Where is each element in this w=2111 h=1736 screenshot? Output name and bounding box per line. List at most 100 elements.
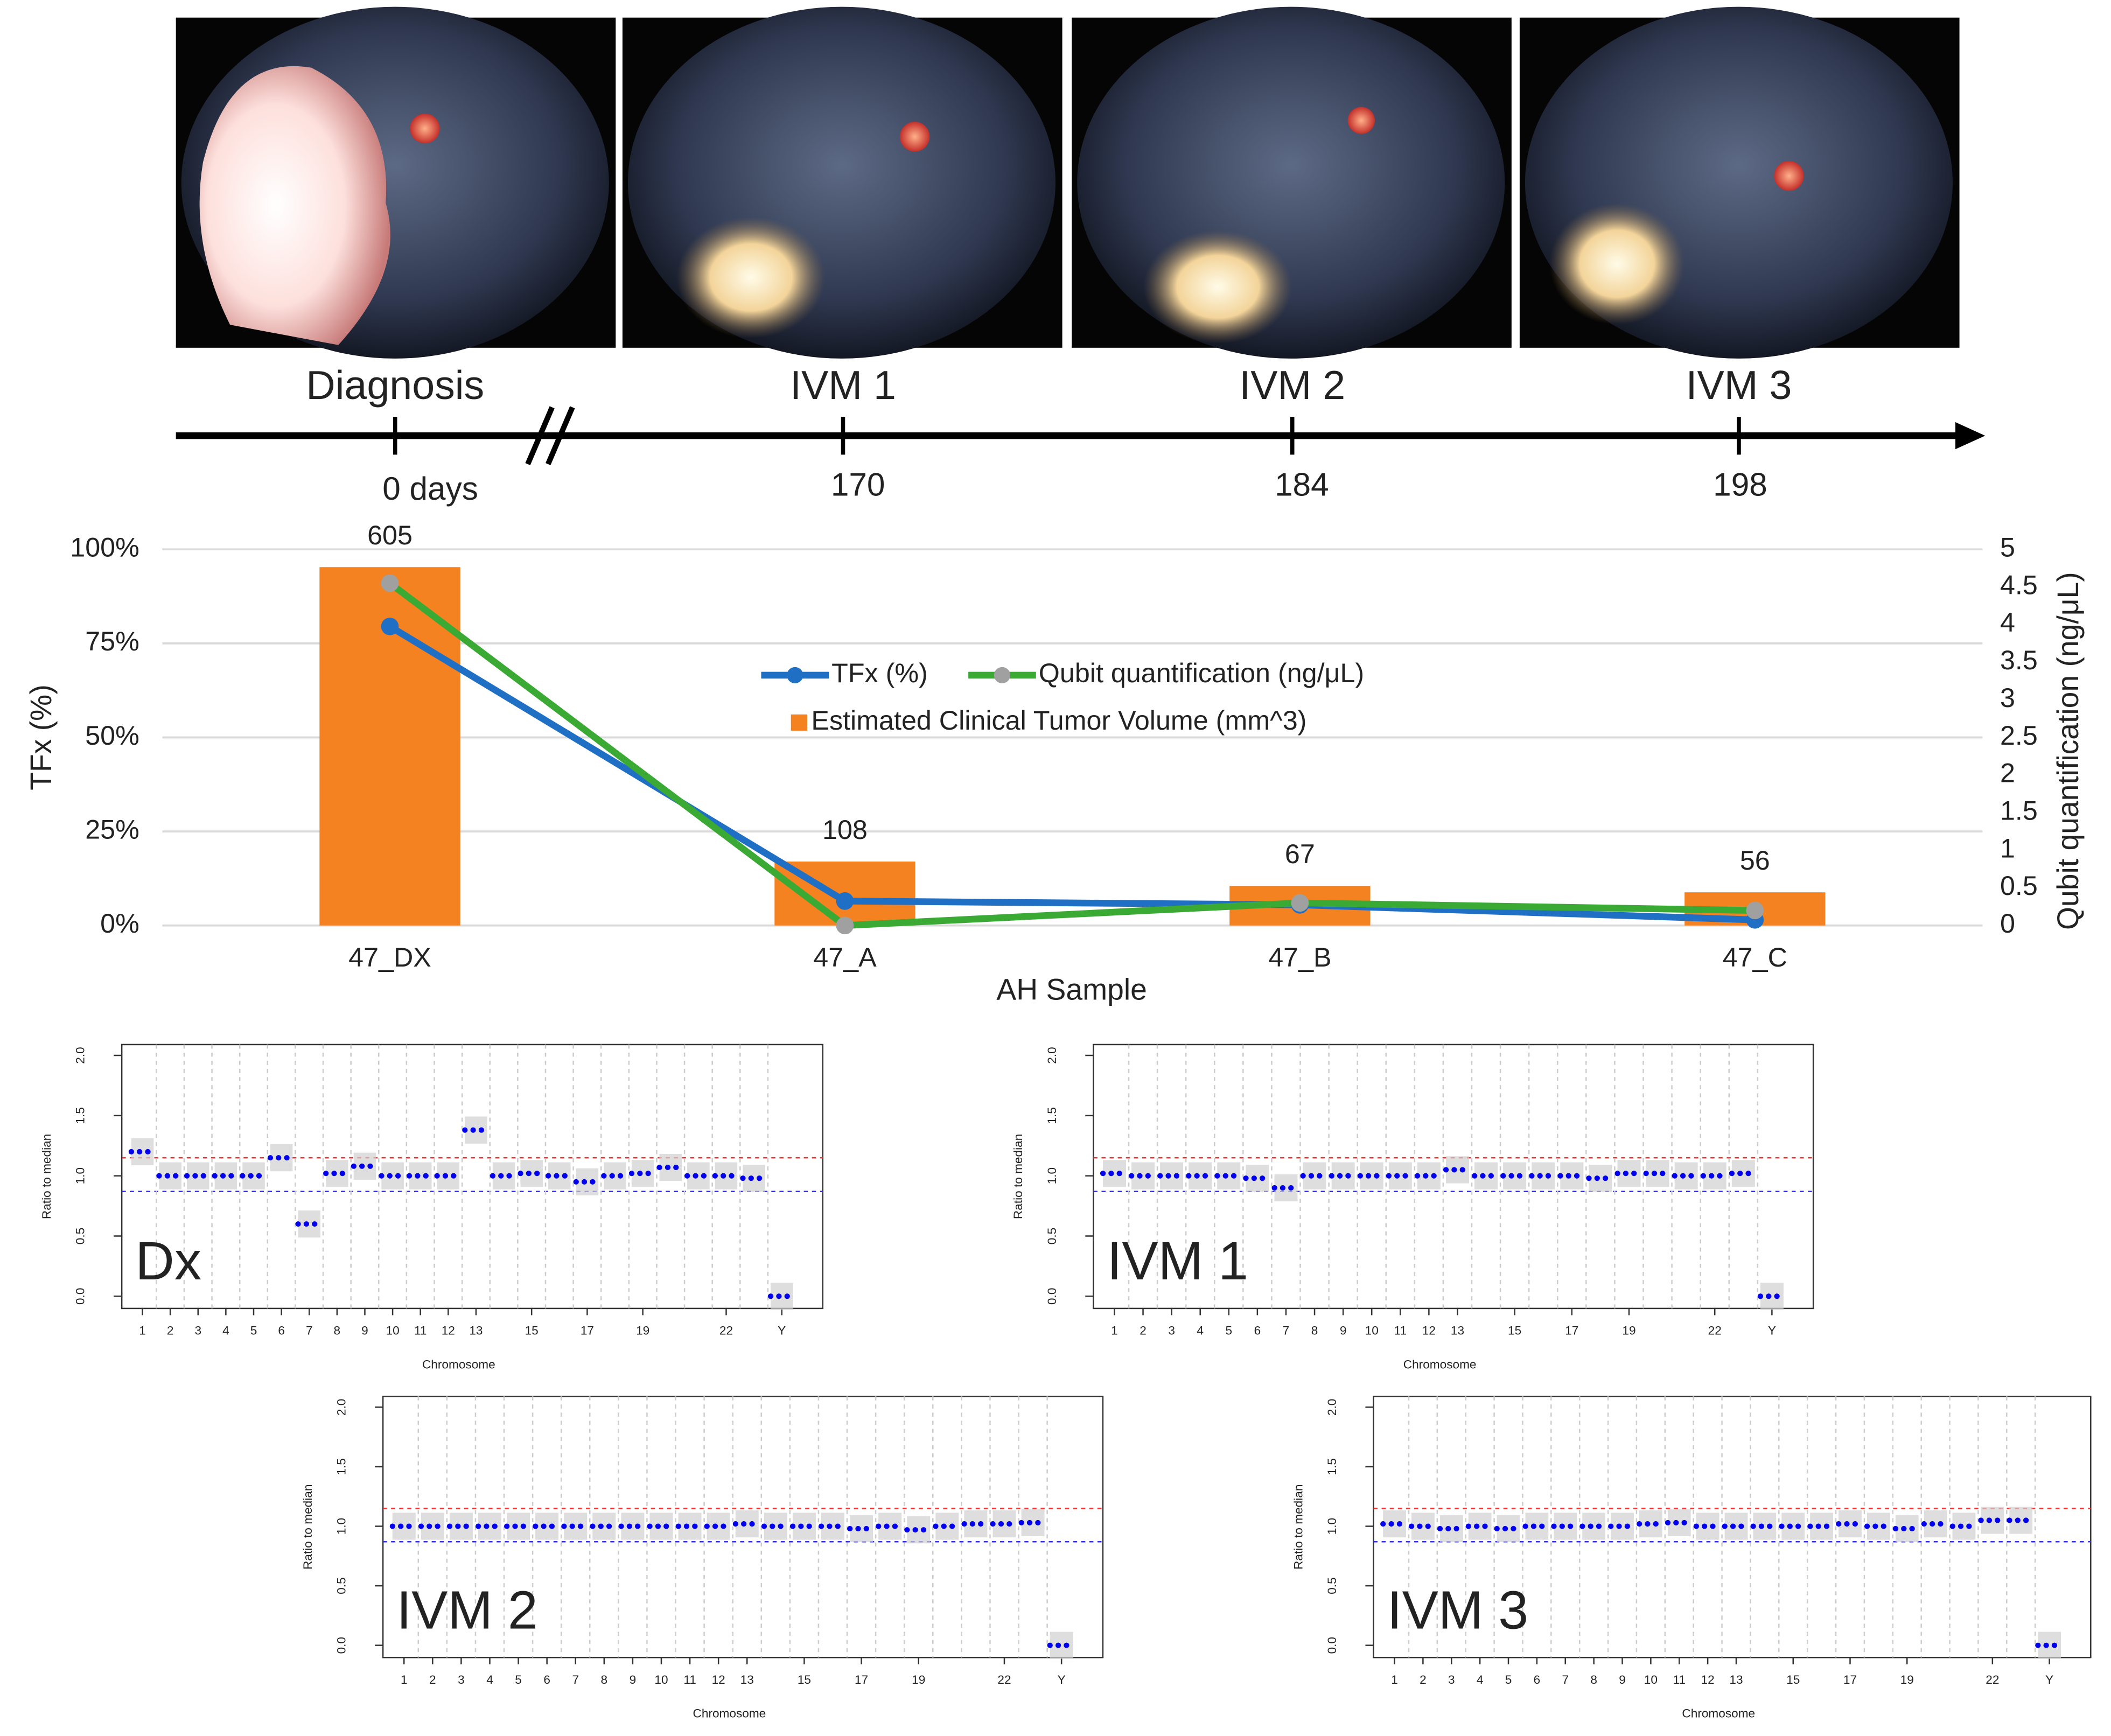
legend-marker: [994, 667, 1011, 683]
x-tick-label: 19: [636, 1324, 649, 1338]
y-tick-label: 0.5: [74, 1228, 87, 1244]
noise-band: [1867, 1513, 1890, 1540]
noise-band: [935, 1513, 959, 1540]
y2-tick-label: 0.5: [2000, 871, 2038, 901]
bar-value-label: 67: [1285, 839, 1315, 869]
y-tick-label: 2.0: [335, 1399, 348, 1416]
noise-band: [1554, 1513, 1577, 1540]
x-tick-label: 2: [1140, 1324, 1147, 1338]
noise-band: [678, 1513, 702, 1540]
panel-label: Dx: [135, 1231, 201, 1291]
noise-band: [1760, 1283, 1784, 1310]
x-tick-label: 15: [1508, 1324, 1521, 1338]
x-tick-label: 6: [1534, 1673, 1541, 1686]
x-tick-label: 4: [1477, 1673, 1484, 1686]
x-tick-label: 7: [1283, 1324, 1290, 1338]
x-tick-label: 7: [572, 1673, 579, 1686]
x-tick-label: 9: [630, 1673, 637, 1686]
x-tick-label: 8: [334, 1324, 341, 1338]
y2-tick-label: 1.5: [2000, 796, 2038, 826]
noise-band: [1388, 1162, 1412, 1189]
noise-band: [392, 1513, 416, 1540]
y-tick-label: 75%: [85, 626, 139, 656]
marker: [381, 618, 399, 635]
x-tick-label: 6: [1254, 1324, 1261, 1338]
noise-band: [1050, 1632, 1073, 1659]
x-tick-label: 13: [740, 1673, 754, 1686]
noise-band: [1646, 1160, 1669, 1187]
y-tick-label: 1.5: [1045, 1107, 1059, 1124]
y-tick-label: 0.5: [1325, 1577, 1339, 1594]
event-label: Diagnosis: [306, 362, 484, 408]
noise-band: [1468, 1513, 1492, 1540]
x-tick-label: 19: [1900, 1673, 1914, 1686]
y-tick-label: 100%: [70, 533, 139, 563]
noise-band: [564, 1513, 588, 1540]
y-tick-label: 0.0: [335, 1637, 348, 1654]
noise-band: [1703, 1162, 1726, 1189]
x-tick-label: 17: [581, 1324, 594, 1338]
x-tick-label: 17: [1843, 1673, 1857, 1686]
x-tick-label: 11: [683, 1673, 696, 1686]
y2-tick-label: 5: [2000, 533, 2015, 563]
x-tick-label: 7: [1562, 1673, 1569, 1686]
marker: [1291, 894, 1309, 912]
noise-band: [1503, 1162, 1527, 1189]
x-tick-label: 3: [1448, 1673, 1455, 1686]
noise-band: [1331, 1162, 1355, 1189]
x-tick-label: 6: [278, 1324, 285, 1338]
axis-break: [546, 406, 575, 465]
y-tick-label: 0.5: [1045, 1228, 1059, 1244]
noise-band: [821, 1513, 844, 1540]
y-axis-title: Ratio to median: [301, 1485, 314, 1570]
x-axis-title: Chromosome: [1682, 1707, 1755, 1720]
timeline: Diagnosis IVM 1 IVM 2 IVM 3 0 days 170 1…: [176, 362, 1986, 507]
marker: [836, 892, 854, 910]
y-tick-label: 1.0: [335, 1518, 348, 1535]
noise-band: [1160, 1162, 1184, 1189]
x-tick-label: 2: [1420, 1673, 1427, 1686]
x-tick-label: 4: [486, 1673, 493, 1686]
y-tick-label: 1.5: [335, 1458, 348, 1475]
noise-band: [1810, 1513, 1834, 1540]
x-tick-label: 10: [1365, 1324, 1379, 1338]
noise-band: [1981, 1507, 2004, 1534]
panel-label: IVM 3: [1387, 1580, 1528, 1640]
y-tick-label: 1.0: [74, 1167, 87, 1184]
x-tick-label: 15: [1786, 1673, 1800, 1686]
y-tick-label: 2.0: [74, 1047, 87, 1063]
y2-tick-label: 3.5: [2000, 645, 2038, 675]
noise-band: [535, 1513, 559, 1540]
x-tick-label: 13: [469, 1324, 483, 1338]
y-axis-title: Ratio to median: [1291, 1485, 1305, 1570]
x-tick-label: 11: [414, 1324, 427, 1338]
noise-band: [1952, 1513, 1976, 1540]
noise-band: [1102, 1160, 1126, 1187]
x-tick-label: 47_A: [813, 942, 877, 972]
photo-disc: [900, 122, 930, 152]
x-tick-label: 12: [1422, 1324, 1436, 1338]
x-tick-label: 12: [442, 1324, 455, 1338]
y-tick-label: 0.0: [1325, 1637, 1339, 1654]
x-tick-label: 22: [1986, 1673, 1999, 1686]
x-tick-label: 12: [712, 1673, 725, 1686]
x-tick-label: 19: [912, 1673, 925, 1686]
noise-band: [792, 1513, 816, 1540]
y2-tick-label: 2: [2000, 758, 2015, 788]
noise-band: [1189, 1162, 1212, 1189]
line: [388, 580, 1755, 929]
noise-band: [449, 1513, 473, 1540]
y-tick-label: 2.0: [1045, 1047, 1059, 1063]
x-tick-label: 8: [1311, 1324, 1318, 1338]
noise-band: [507, 1513, 530, 1540]
panel-label: IVM 2: [396, 1580, 538, 1640]
bar-value-label: 108: [822, 815, 868, 845]
x-tick-label: 2: [167, 1324, 174, 1338]
event-time: 0 days: [382, 470, 478, 507]
x-tick-label: 10: [386, 1324, 400, 1338]
noise-band: [1246, 1165, 1269, 1192]
y-tick-label: 25%: [85, 814, 139, 844]
y-axis-title: TFx (%): [24, 684, 58, 790]
noise-band: [1532, 1162, 1555, 1189]
